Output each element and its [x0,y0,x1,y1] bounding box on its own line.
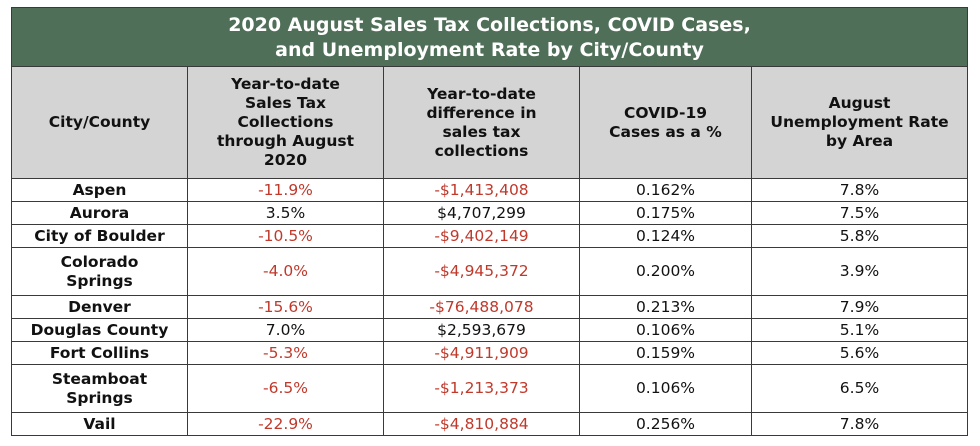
cell-city: Vail [11,412,188,436]
cell-ytd-difference: -$4,945,372 [383,247,580,296]
cell-ytd-sales-tax: -4.0% [187,247,384,296]
cell-unemployment-rate: 7.8% [751,412,968,436]
table-row: Vail -22.9% -$4,810,884 0.256% 7.8% [11,412,968,436]
cell-unemployment-rate: 7.5% [751,201,968,225]
cell-covid-cases: 0.162% [579,178,752,202]
table-title: 2020 August Sales Tax Collections, COVID… [11,7,968,67]
cell-city: Denver [11,295,188,319]
cell-ytd-sales-tax: 3.5% [187,201,384,225]
cell-city: City of Boulder [11,224,188,248]
cell-covid-cases: 0.106% [579,364,752,413]
header-covid-cases: COVID-19 Cases as a % [579,66,752,179]
cell-ytd-difference: -$76,488,078 [383,295,580,319]
title-row: 2020 August Sales Tax Collections, COVID… [11,7,968,67]
table-row: Fort Collins -5.3% -$4,911,909 0.159% 5.6% [11,341,968,365]
cell-ytd-sales-tax: -6.5% [187,364,384,413]
table-row: Douglas County 7.0% $2,593,679 0.106% 5.1% [11,318,968,342]
cell-city: Fort Collins [11,341,188,365]
cell-unemployment-rate: 7.9% [751,295,968,319]
cell-city: Aspen [11,178,188,202]
cell-ytd-difference: -$4,810,884 [383,412,580,436]
cell-city: Steamboat Springs [11,364,188,413]
table-row: Aspen -11.9% -$1,413,408 0.162% 7.8% [11,178,968,202]
cell-unemployment-rate: 5.1% [751,318,968,342]
cell-ytd-sales-tax: 7.0% [187,318,384,342]
cell-ytd-difference: -$9,402,149 [383,224,580,248]
cell-ytd-sales-tax: -5.3% [187,341,384,365]
cell-unemployment-rate: 3.9% [751,247,968,296]
cell-ytd-difference: $2,593,679 [383,318,580,342]
cell-city: Douglas County [11,318,188,342]
cell-ytd-difference: -$1,413,408 [383,178,580,202]
cell-ytd-sales-tax: -11.9% [187,178,384,202]
cell-ytd-sales-tax: -15.6% [187,295,384,319]
cell-city: Colorado Springs [11,247,188,296]
cell-unemployment-rate: 7.8% [751,178,968,202]
cell-covid-cases: 0.124% [579,224,752,248]
cell-covid-cases: 0.200% [579,247,752,296]
cell-unemployment-rate: 6.5% [751,364,968,413]
table-title-line-1: 2020 August Sales Tax Collections, COVID… [228,13,751,36]
cell-ytd-difference: -$1,213,373 [383,364,580,413]
sales-tax-table-container: 2020 August Sales Tax Collections, COVID… [11,7,968,436]
cell-ytd-difference: -$4,911,909 [383,341,580,365]
cell-covid-cases: 0.106% [579,318,752,342]
sales-tax-table: 2020 August Sales Tax Collections, COVID… [11,7,968,436]
table-row: Aurora 3.5% $4,707,299 0.175% 7.5% [11,201,968,225]
table-row: City of Boulder -10.5% -$9,402,149 0.124% 5.… [11,224,968,248]
header-ytd-sales-tax: Year-to-date Sales Tax Collections throu… [187,66,384,179]
cell-city: Aurora [11,201,188,225]
table-body: Aspen -11.9% -$1,413,408 0.162% 7.8% Aurora 3.… [11,178,968,436]
table-row: Denver -15.6% -$76,488,078 0.213% 7.9% [11,295,968,319]
header-city-county: City/County [11,66,188,179]
cell-ytd-sales-tax: -10.5% [187,224,384,248]
cell-covid-cases: 0.213% [579,295,752,319]
header-unemployment-rate: August Unemployment Rate by Area [751,66,968,179]
table-title-line-2: and Unemployment Rate by City/County [275,38,704,61]
cell-covid-cases: 0.175% [579,201,752,225]
header-ytd-difference: Year-to-date difference in sales tax col… [383,66,580,179]
cell-covid-cases: 0.256% [579,412,752,436]
table-row: Steamboat Springs -6.5% -$1,213,373 0.106% 6… [11,364,968,413]
cell-unemployment-rate: 5.6% [751,341,968,365]
table-row: Colorado Springs -4.0% -$4,945,372 0.200% 3.… [11,247,968,296]
cell-ytd-sales-tax: -22.9% [187,412,384,436]
header-row: City/County Year-to-date Sales Tax Colle… [11,66,968,179]
cell-unemployment-rate: 5.8% [751,224,968,248]
cell-covid-cases: 0.159% [579,341,752,365]
cell-ytd-difference: $4,707,299 [383,201,580,225]
